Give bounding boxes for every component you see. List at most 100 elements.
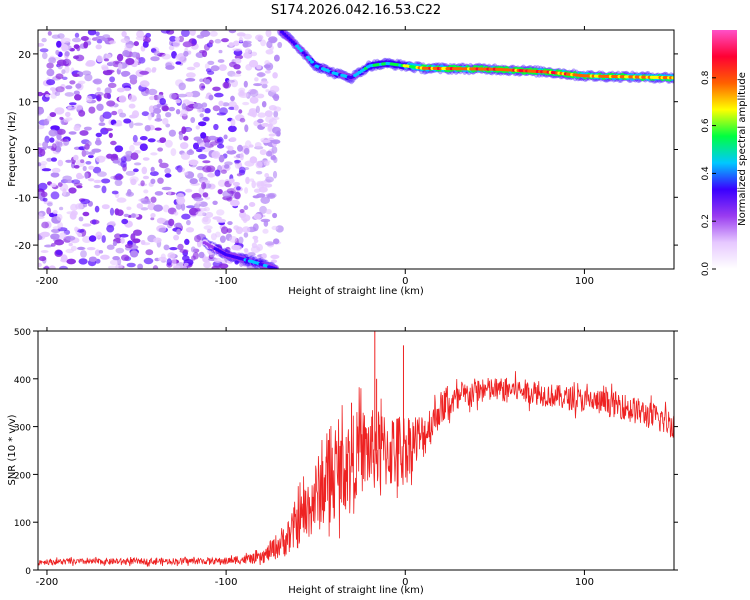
- noise-blob: [154, 191, 164, 196]
- noise-blob: [228, 106, 236, 110]
- noise-blob: [238, 236, 244, 244]
- noise-blob: [189, 178, 198, 185]
- noise-blob: [217, 179, 227, 187]
- noise-blob: [186, 72, 196, 78]
- noise-blob: [226, 149, 237, 155]
- noise-blob: [88, 106, 96, 114]
- noise-blob: [84, 172, 89, 180]
- noise-blob: [178, 35, 185, 43]
- noise-blob: [168, 129, 176, 137]
- noise-blob: [247, 112, 253, 116]
- noise-blob: [176, 196, 186, 205]
- chart-title: S174.2026.042.16.53.C22: [271, 3, 441, 18]
- noise-blob: [265, 208, 272, 215]
- noise-blob: [261, 160, 271, 164]
- noise-blob: [162, 105, 170, 112]
- noise-blob: [114, 145, 124, 153]
- colorbar-bar: [712, 30, 737, 269]
- noise-blob: [124, 44, 134, 49]
- noise-blob: [55, 86, 65, 93]
- noise-blob: [232, 181, 240, 187]
- noise-blob: [67, 105, 72, 110]
- noise-blob: [170, 148, 177, 157]
- noise-blob: [80, 250, 87, 258]
- noise-blob: [88, 165, 95, 170]
- noise-blob: [170, 258, 177, 266]
- spectrogram-x-label: Height of straight line (km): [288, 286, 424, 297]
- noise-blob: [101, 185, 107, 194]
- noise-blob: [256, 243, 263, 252]
- upper-ridge: [276, 30, 674, 85]
- noise-blob: [130, 213, 136, 219]
- noise-blob: [237, 144, 243, 152]
- noise-blob: [244, 187, 249, 194]
- noise-blob: [68, 187, 77, 194]
- noise-blob: [182, 265, 187, 269]
- noise-blob: [49, 137, 55, 143]
- noise-blob: [150, 213, 156, 218]
- noise-blob: [213, 257, 222, 263]
- noise-blob: [236, 32, 246, 37]
- noise-blob: [48, 57, 57, 64]
- noise-blob: [121, 31, 127, 37]
- noise-blob: [211, 150, 221, 159]
- noise-blob: [139, 143, 148, 151]
- noise-blob: [71, 37, 82, 43]
- noise-blob: [275, 131, 281, 137]
- noise-blob: [176, 228, 182, 235]
- noise-blob: [96, 39, 103, 44]
- x-tick-label: 0: [402, 577, 408, 588]
- noise-blob: [160, 30, 171, 34]
- noise-blob: [122, 50, 130, 57]
- noise-blob: [112, 159, 120, 164]
- noise-blob: [46, 207, 52, 215]
- noise-blob: [249, 96, 259, 104]
- noise-blob: [113, 175, 118, 181]
- noise-blob: [186, 205, 196, 209]
- noise-blob: [186, 128, 192, 132]
- noise-blob: [220, 169, 227, 174]
- noise-blob: [251, 180, 256, 189]
- snr-marks: [38, 331, 674, 567]
- noise-blob: [73, 90, 80, 96]
- noise-blob: [76, 175, 85, 179]
- snr-x-label: Height of straight line (km): [288, 585, 424, 596]
- noise-blob: [261, 139, 271, 143]
- noise-blob: [45, 94, 50, 98]
- noise-blob: [273, 238, 280, 245]
- noise-blob: [242, 42, 252, 48]
- noise-blob: [168, 218, 175, 227]
- noise-blob: [50, 191, 60, 200]
- noise-blob: [238, 36, 244, 43]
- noise-blob: [260, 39, 266, 47]
- noise-blob: [128, 94, 137, 103]
- noise-blob: [259, 205, 267, 214]
- noise-blob: [125, 150, 133, 156]
- noise-blob: [121, 218, 129, 225]
- noise-blob: [65, 159, 73, 163]
- noise-blob: [263, 64, 271, 69]
- noise-blob: [226, 188, 237, 194]
- noise-blob: [204, 79, 211, 85]
- noise-blob: [44, 135, 50, 144]
- noise-blob: [153, 50, 160, 56]
- noise-blob: [217, 143, 225, 149]
- noise-blob: [253, 238, 259, 243]
- ridge-core: [299, 49, 304, 53]
- noise-blob: [256, 72, 266, 77]
- noise-blob: [202, 160, 211, 164]
- noise-blob: [185, 188, 193, 193]
- noise-blob: [70, 210, 78, 216]
- noise-blob: [96, 95, 101, 101]
- noise-blob: [49, 112, 57, 118]
- noise-blob: [95, 155, 106, 163]
- noise-blob: [254, 142, 262, 148]
- noise-blob: [139, 70, 150, 75]
- spectrogram-y-label: Frequency (Hz): [7, 111, 18, 187]
- noise-blob: [165, 139, 173, 148]
- noise-blob: [159, 162, 169, 169]
- noise-blob: [96, 87, 101, 92]
- noise-blob: [38, 107, 45, 115]
- noise-blob: [229, 137, 237, 142]
- noise-blob: [59, 206, 64, 211]
